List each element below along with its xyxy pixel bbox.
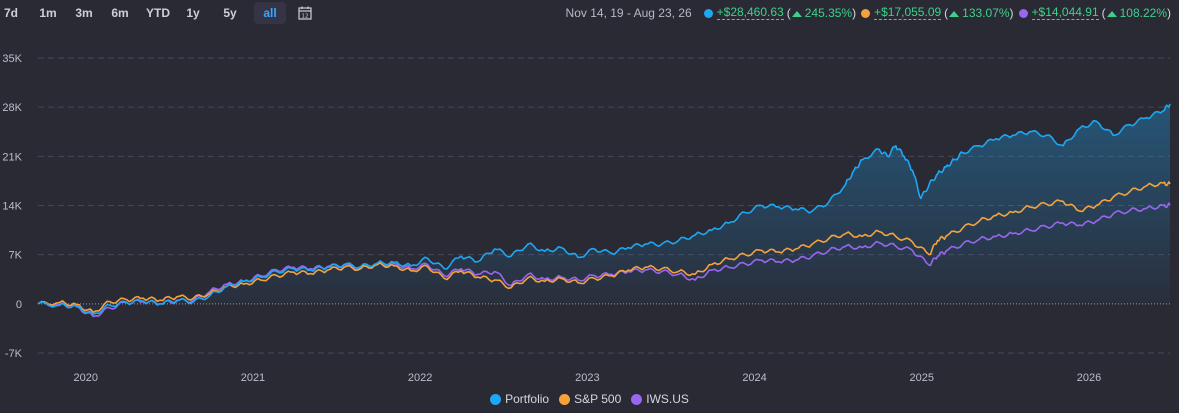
- period-label: Nov 14, 19 - Aug 23, 26: [565, 6, 692, 20]
- legend-sp500-label: S&P 500: [574, 392, 622, 406]
- y-tick-label: 0: [16, 299, 22, 311]
- legend-item-sp500[interactable]: S&P 500: [559, 392, 621, 406]
- portfolio-gain[interactable]: +$28,460.63: [716, 5, 784, 20]
- x-tick-label: 2023: [575, 372, 599, 384]
- range-toolbar: 7d 1m 3m 6m YTD 1y 5y all 12: [0, 0, 312, 26]
- triangle-up-icon: [791, 10, 802, 17]
- x-tick-label: 2025: [910, 372, 934, 384]
- y-tick-label: -7K: [5, 348, 23, 360]
- summary-portfolio: +$28,460.63 (245.35%): [703, 5, 857, 20]
- x-tick-label: 2022: [408, 372, 432, 384]
- range-7d-button[interactable]: 7d: [3, 6, 18, 20]
- sp500-gain[interactable]: +$17,055.09: [874, 5, 942, 20]
- range-ytd-button[interactable]: YTD: [146, 6, 170, 20]
- svg-text:12: 12: [302, 14, 309, 20]
- portfolio-pct-value: 245.35%: [804, 6, 853, 20]
- legend-portfolio-dot: [490, 393, 502, 405]
- legend-iws-label: IWS.US: [646, 392, 689, 406]
- range-1m-button[interactable]: 1m: [39, 6, 57, 20]
- legend-sp500-dot: [559, 393, 571, 405]
- portfolio-line[interactable]: [37, 103, 1171, 316]
- triangle-up-icon: [949, 10, 960, 17]
- sp500-dot: [861, 8, 871, 18]
- x-tick-label: 2021: [241, 372, 265, 384]
- legend-item-iws[interactable]: IWS.US: [631, 392, 689, 406]
- range-3m-button[interactable]: 3m: [75, 6, 93, 20]
- x-tick-label: 2020: [73, 372, 97, 384]
- legend-iws-dot: [631, 393, 643, 405]
- iws-gain[interactable]: +$14,044.91: [1031, 5, 1099, 20]
- performance-summary: Nov 14, 19 - Aug 23, 26 +$28,460.63 (245…: [566, 0, 1171, 26]
- y-tick-label: 14K: [2, 201, 22, 213]
- range-6m-button[interactable]: 6m: [111, 6, 129, 20]
- range-1y-button[interactable]: 1y: [186, 6, 200, 20]
- y-tick-label: 21K: [2, 151, 22, 163]
- iws-pct: (108.22%): [1101, 6, 1171, 20]
- summary-sp500: +$17,055.09 (133.07%): [861, 5, 1014, 20]
- legend-portfolio-label: Portfolio: [505, 392, 550, 406]
- y-tick-label: 7K: [9, 250, 23, 262]
- sp500-pct: (133.07%): [944, 6, 1014, 20]
- x-tick-label: 2024: [742, 372, 766, 384]
- range-5y-button[interactable]: 5y: [223, 6, 237, 20]
- chart-legend: Portfolio S&P 500 IWS.US: [0, 391, 1179, 407]
- sp500-pct-value: 133.07%: [962, 6, 1010, 20]
- summary-iws: +$14,044.91 (108.22%): [1018, 5, 1171, 20]
- iws-dot: [1018, 8, 1028, 18]
- portfolio-area: [38, 103, 1170, 315]
- y-tick-label: 28K: [2, 102, 22, 114]
- portfolio-pct: (245.35%): [786, 6, 857, 20]
- x-tick-label: 2026: [1077, 372, 1101, 384]
- legend-item-portfolio[interactable]: Portfolio: [490, 392, 549, 406]
- calendar-icon[interactable]: 12: [298, 6, 312, 20]
- iws-pct-value: 108.22%: [1119, 6, 1167, 20]
- range-all-button[interactable]: all: [254, 2, 286, 24]
- y-tick-label: 35K: [2, 53, 22, 65]
- portfolio-dot: [703, 8, 713, 18]
- sp500-line[interactable]: [37, 181, 1171, 314]
- triangle-up-icon: [1106, 10, 1117, 17]
